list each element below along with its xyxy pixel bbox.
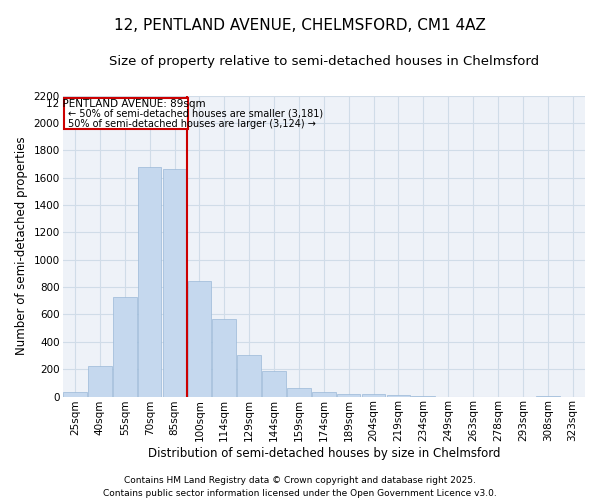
Bar: [238, 356, 261, 397]
Title: Size of property relative to semi-detached houses in Chelmsford: Size of property relative to semi-detach…: [109, 55, 539, 68]
Y-axis label: Number of semi-detached properties: Number of semi-detached properties: [15, 136, 28, 356]
Bar: [188, 281, 211, 396]
Bar: [63, 392, 87, 396]
Text: ← 50% of semi-detached houses are smaller (3,181): ← 50% of semi-detached houses are smalle…: [68, 108, 323, 118]
Bar: [212, 318, 236, 396]
Bar: [138, 166, 161, 396]
Bar: [386, 395, 410, 396]
X-axis label: Distribution of semi-detached houses by size in Chelmsford: Distribution of semi-detached houses by …: [148, 447, 500, 460]
FancyBboxPatch shape: [64, 98, 188, 129]
Text: 12 PENTLAND AVENUE: 89sqm: 12 PENTLAND AVENUE: 89sqm: [46, 99, 206, 109]
Bar: [362, 394, 385, 396]
Bar: [337, 394, 361, 396]
Bar: [312, 392, 335, 396]
Text: Contains HM Land Registry data © Crown copyright and database right 2025.
Contai: Contains HM Land Registry data © Crown c…: [103, 476, 497, 498]
Text: 50% of semi-detached houses are larger (3,124) →: 50% of semi-detached houses are larger (…: [68, 119, 316, 129]
Bar: [163, 170, 187, 396]
Bar: [287, 388, 311, 396]
Text: 12, PENTLAND AVENUE, CHELMSFORD, CM1 4AZ: 12, PENTLAND AVENUE, CHELMSFORD, CM1 4AZ: [114, 18, 486, 32]
Bar: [262, 371, 286, 396]
Bar: [113, 296, 137, 396]
Bar: [88, 366, 112, 396]
